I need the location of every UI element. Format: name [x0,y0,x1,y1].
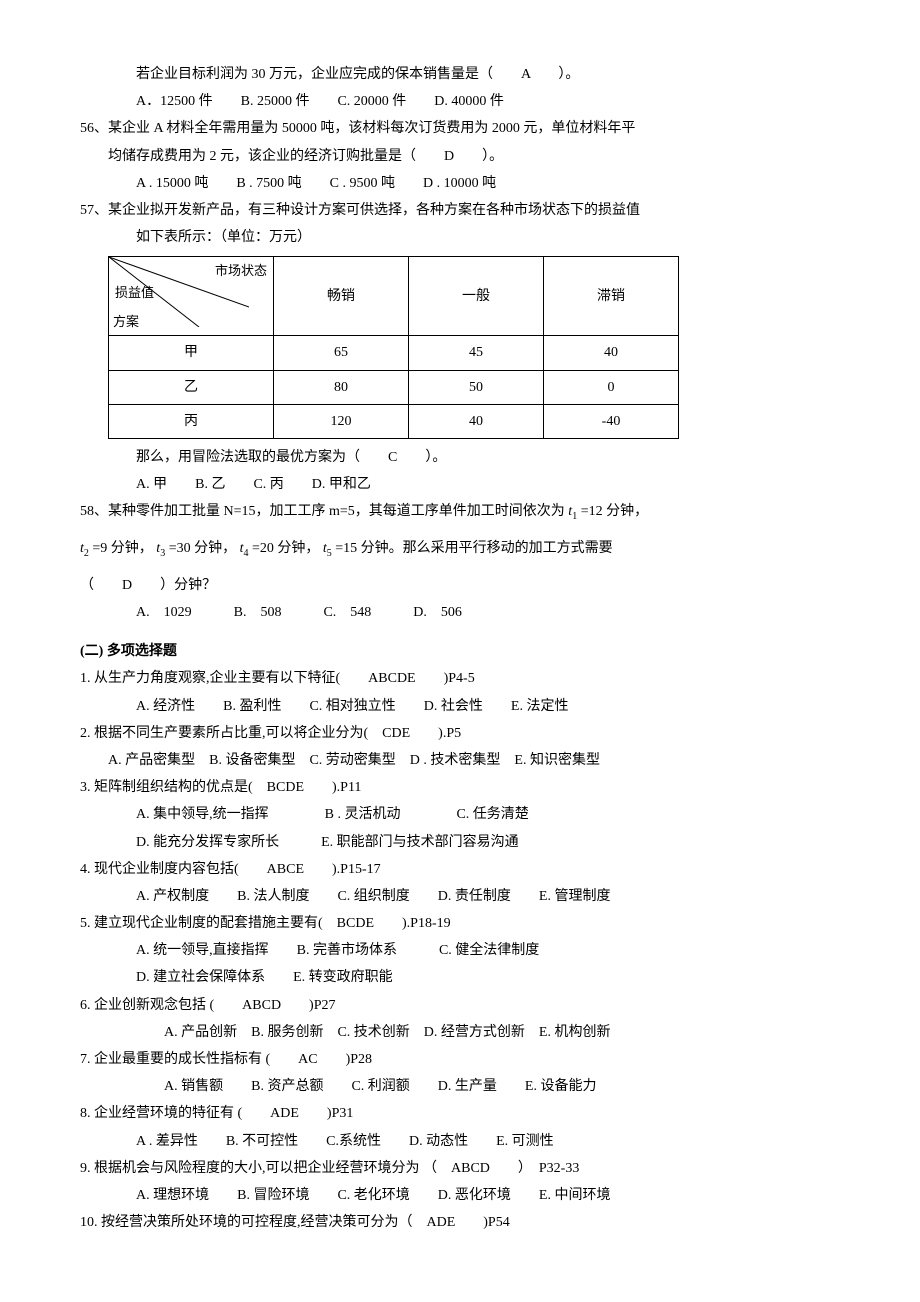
q57-r1-v1: 50 [409,370,544,404]
mcq9-opts: A. 理想环境 B. 冒险环境 C. 老化环境 D. 恶化环境 E. 中间环境 [136,1183,840,1208]
q57-r2-v1: 40 [409,404,544,438]
q57-stem2: 如下表所示：（单位：万元） [136,225,840,250]
mcq3-stem: 3. 矩阵制组织结构的优点是( BCDE ).P11 [80,775,840,800]
q57-col-1: 一般 [409,257,544,336]
mcq7-stem: 7. 企业最重要的成长性指标有 ( AC )P28 [80,1047,840,1072]
q58-line2c: =20 分钟， [252,541,319,556]
t4-sub: 4 [243,548,248,559]
q57-tail: 那么，用冒险法选取的最优方案为（ C ）。 [136,445,840,470]
mcq6-stem: 6. 企业创新观念包括 ( ABCD )P27 [80,993,840,1018]
t3-sub: 3 [160,548,165,559]
diag-top: 市场状态 [215,259,267,282]
table-row: 乙 80 50 0 [109,370,679,404]
t2-sub: 2 [84,548,89,559]
mcq8-opts: A . 差异性 B. 不可控性 C.系统性 D. 动态性 E. 可测性 [136,1129,840,1154]
q58-line1: 58、某种零件加工批量 N=15，加工工序 m=5，其每道工序单件加工时间依次为… [80,499,840,526]
q57-r2-v2: -40 [544,404,679,438]
mcq4-opts: A. 产权制度 B. 法人制度 C. 组织制度 D. 责任制度 E. 管理制度 [136,884,840,909]
mcq3-optsB: D. 能充分发挥专家所长 E. 职能部门与技术部门容易沟通 [136,830,840,855]
q57-r2-v0: 120 [274,404,409,438]
q57-opts: A. 甲 B. 乙 C. 丙 D. 甲和乙 [136,472,840,497]
t5-sub: 5 [327,548,332,559]
q57-col-0: 畅销 [274,257,409,336]
q56-stem1: 56、某企业 A 材料全年需用量为 50000 吨，该材料每次订货费用为 200… [80,116,840,141]
q57-r0-label: 甲 [109,336,274,370]
mcq2-stem: 2. 根据不同生产要素所占比重,可以将企业分为( CDE ).P5 [80,721,840,746]
q58-line2b: =30 分钟， [169,541,236,556]
mcq5-stem: 5. 建立现代企业制度的配套措施主要有( BCDE ).P18-19 [80,911,840,936]
q57-r0-v2: 40 [544,336,679,370]
diag-bot: 方案 [113,310,139,333]
q57-r0-v1: 45 [409,336,544,370]
q58-line3: （ D ）分钟？ [80,573,840,598]
q57-col-2: 滞销 [544,257,679,336]
q57-diag-header: 市场状态 损益值 方案 [109,257,274,336]
t1-sub: 1 [572,511,577,522]
q58-line2a: =9 分钟， [92,541,152,556]
q56-stem2: 均储存成费用为 2 元，该企业的经济订购批量是（ D ）。 [108,144,840,169]
table-row: 丙 120 40 -40 [109,404,679,438]
q57-stem1: 57、某企业拟开发新产品，有三种设计方案可供选择，各种方案在各种市场状态下的损益… [80,198,840,223]
mcq3-optsA: A. 集中领导,统一指挥 B . 灵活机动 C. 任务清楚 [136,802,840,827]
mcq7-opts: A. 销售额 B. 资产总额 C. 利润额 D. 生产量 E. 设备能力 [164,1074,840,1099]
mcq5-optsA: A. 统一领导,直接指挥 B. 完善市场体系 C. 健全法律制度 [136,938,840,963]
mcq9-stem: 9. 根据机会与风险程度的大小,可以把企业经营环境分为 （ ABCD ） P32… [80,1156,840,1181]
q58-opts: A. 1029 B. 508 C. 548 D. 506 [136,600,840,625]
mcq1-opts: A. 经济性 B. 盈利性 C. 相对独立性 D. 社会性 E. 法定性 [136,694,840,719]
mcq4-stem: 4. 现代企业制度内容包括( ABCE ).P15-17 [80,857,840,882]
q55-tail-opts: A．12500 件 B. 25000 件 C. 20000 件 D. 40000… [136,89,840,114]
mcq8-stem: 8. 企业经营环境的特征有 ( ADE )P31 [80,1101,840,1126]
section2-title: (二) 多项选择题 [80,639,840,664]
table-row: 甲 65 45 40 [109,336,679,370]
diag-mid: 损益值 [115,281,154,304]
q57-r1-v0: 80 [274,370,409,404]
q55-tail-line: 若企业目标利润为 30 万元，企业应完成的保本销售量是（ A ）。 [136,62,840,87]
q57-r1-label: 乙 [109,370,274,404]
q58-line2: t2 =9 分钟， t3 =30 分钟， t4 =20 分钟， t5 =15 分… [80,536,840,563]
mcq6-opts: A. 产品创新 B. 服务创新 C. 技术创新 D. 经营方式创新 E. 机构创… [164,1020,840,1045]
q57-r1-v2: 0 [544,370,679,404]
mcq2-opts: A. 产品密集型 B. 设备密集型 C. 劳动密集型 D . 技术密集型 E. … [108,748,840,773]
q58-line1b: =12 分钟， [581,504,648,519]
mcq10-stem: 10. 按经营决策所处环境的可控程度,经营决策可分为（ ADE )P54 [80,1210,840,1235]
mcq5-optsB: D. 建立社会保障体系 E. 转变政府职能 [136,965,840,990]
q57-table: 市场状态 损益值 方案 畅销 一般 滞销 甲 65 45 40 乙 80 50 … [108,256,679,439]
q57-r0-v0: 65 [274,336,409,370]
q56-opts: A . 15000 吨 B . 7500 吨 C . 9500 吨 D . 10… [136,171,840,196]
q57-r2-label: 丙 [109,404,274,438]
q58-line1a: 58、某种零件加工批量 N=15，加工工序 m=5，其每道工序单件加工时间依次为 [80,504,565,519]
mcq1-stem: 1. 从生产力角度观察,企业主要有以下特征( ABCDE )P4-5 [80,666,840,691]
q58-line2d: =15 分钟。那么采用平行移动的加工方式需要 [335,541,612,556]
